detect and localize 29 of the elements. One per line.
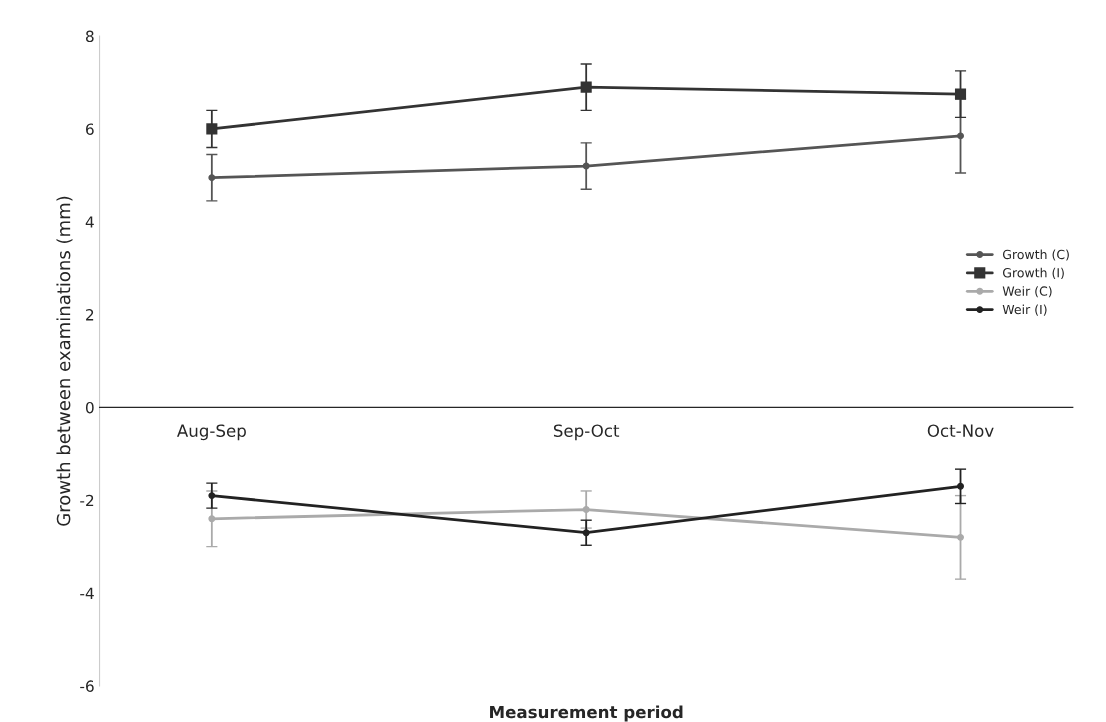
point bbox=[208, 174, 216, 182]
point bbox=[957, 482, 964, 490]
legend-label: Weir (C) bbox=[1002, 286, 1052, 298]
point bbox=[582, 506, 590, 513]
y-tick-label: -4 bbox=[80, 587, 94, 599]
legend-label: Weir (I) bbox=[1002, 304, 1047, 316]
x-axis-title: Measurement period bbox=[490, 705, 683, 722]
point bbox=[206, 123, 218, 135]
y-tick-label: 6 bbox=[86, 123, 94, 135]
x-tick-label: Sep-Oct bbox=[553, 424, 620, 441]
y-tick-label: 4 bbox=[85, 216, 94, 228]
point bbox=[582, 162, 590, 170]
y-tick-label: 8 bbox=[85, 30, 94, 43]
point bbox=[957, 132, 964, 140]
point bbox=[208, 492, 216, 500]
y-tick-label: -6 bbox=[80, 680, 94, 692]
point bbox=[208, 515, 216, 523]
y-tick-label: 0 bbox=[85, 401, 94, 414]
point bbox=[580, 81, 592, 93]
point bbox=[582, 529, 590, 537]
x-tick-label: Oct-Nov bbox=[927, 424, 994, 437]
legend-label: Growth (C) bbox=[1002, 249, 1069, 261]
point bbox=[957, 533, 964, 541]
legend-label: Growth (I) bbox=[1002, 267, 1064, 279]
y-tick-label: 2 bbox=[86, 309, 94, 321]
y-axis-title: Growth between examinations (mm) bbox=[56, 196, 73, 526]
y-tick-label: -2 bbox=[80, 494, 94, 507]
x-tick-label: Aug-Sep bbox=[176, 424, 246, 441]
point bbox=[954, 88, 967, 100]
